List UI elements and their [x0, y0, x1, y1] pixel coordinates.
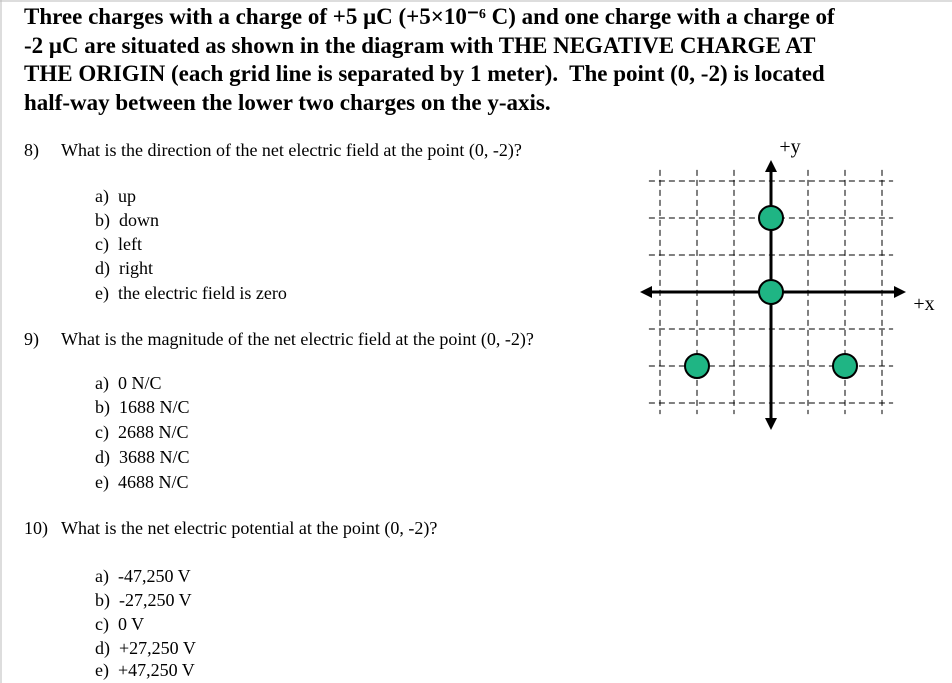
- option: a) -47,250 V: [95, 566, 191, 586]
- option: d) 3688 N/C: [95, 447, 190, 467]
- option: c) left: [95, 234, 142, 254]
- option: b) down: [95, 210, 159, 230]
- x-axis-label: +x: [913, 293, 934, 315]
- question-number: 10): [24, 518, 48, 538]
- option: b) 1688 N/C: [95, 397, 190, 417]
- option: b) -27,250 V: [95, 590, 192, 610]
- grid: [640, 160, 906, 430]
- option: d) +27,250 V: [95, 638, 196, 658]
- option: c) 0 V: [95, 614, 145, 634]
- option: d) right: [95, 258, 153, 278]
- intro-line: half-way between the lower two charges o…: [24, 89, 551, 115]
- arrow: [894, 286, 906, 298]
- option: a) up: [95, 186, 136, 206]
- question-number: 9): [24, 329, 39, 349]
- charge: [758, 279, 784, 305]
- option: e) the electric field is zero: [95, 283, 287, 303]
- option: a) 0 N/C: [95, 373, 162, 393]
- question-text: What is the magnitude of the net electri…: [61, 329, 534, 349]
- option: c) 2688 N/C: [95, 422, 189, 442]
- charge: [832, 353, 858, 379]
- y-axis-label: +y: [779, 136, 800, 158]
- option: e) 4688 N/C: [95, 472, 189, 492]
- intro-line: -2 μC are situated as shown in the diagr…: [24, 32, 816, 58]
- arrow: [640, 286, 652, 298]
- question-number: 8): [24, 140, 39, 160]
- arrow: [765, 160, 777, 172]
- charge: [758, 205, 784, 231]
- charge: [684, 353, 710, 379]
- option: e) +47,250 V: [95, 660, 195, 680]
- intro-line: Three charges with a charge of +5 μC (+5…: [24, 4, 835, 29]
- arrow: [765, 418, 777, 430]
- intro-line: THE ORIGIN (each grid line is separated …: [24, 61, 825, 86]
- question-text: What is the net electric potential at th…: [61, 518, 438, 538]
- question-text: What is the direction of the net electri…: [61, 140, 522, 160]
